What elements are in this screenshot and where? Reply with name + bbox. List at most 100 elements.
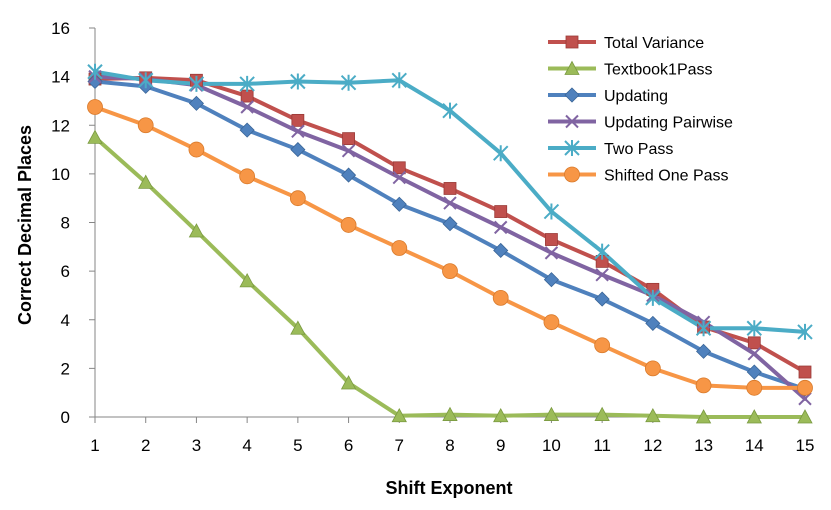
data-point-textbook1pass <box>645 407 661 423</box>
legend-label: Two Pass <box>604 141 673 158</box>
x-tick-label: 6 <box>344 436 353 455</box>
x-tick-label: 10 <box>542 436 561 455</box>
data-point-two-pass <box>87 63 103 80</box>
legend-label: Shifted One Pass <box>604 168 729 185</box>
data-point-updating-pairwise <box>798 392 812 406</box>
data-point-updating-pairwise <box>341 144 356 158</box>
series-markers <box>87 63 813 424</box>
legend-marker <box>565 114 579 129</box>
data-point-shifted-one-pass <box>594 337 611 354</box>
legend-marker <box>564 166 580 183</box>
data-point-updating <box>442 216 458 232</box>
data-point-two-pass <box>239 75 255 92</box>
data-point-textbook1pass <box>695 409 712 424</box>
data-point-two-pass <box>442 102 458 119</box>
data-point-shifted-one-pass <box>87 99 103 115</box>
data-point-textbook1pass <box>797 409 813 424</box>
data-point-updating <box>746 364 762 380</box>
y-axis-title: Correct Decimal Places <box>15 125 35 325</box>
data-point-total-variance <box>392 161 406 175</box>
data-point-two-pass <box>746 320 762 337</box>
data-point-textbook1pass <box>239 273 255 288</box>
x-tick-label: 8 <box>445 436 454 455</box>
data-point-updating <box>290 141 306 158</box>
data-point-shifted-one-pass <box>289 190 306 207</box>
legend-label: Total Variance <box>604 35 704 52</box>
data-point-shifted-one-pass <box>239 168 256 185</box>
data-point-two-pass <box>138 72 154 89</box>
legend-marker <box>564 60 580 75</box>
data-point-two-pass <box>543 203 560 220</box>
data-point-updating <box>188 95 204 111</box>
data-point-textbook1pass <box>188 223 205 238</box>
data-point-updating <box>645 315 661 331</box>
data-point-total-variance <box>747 336 761 350</box>
data-point-shifted-one-pass <box>797 379 813 396</box>
x-tick-label: 15 <box>796 436 815 455</box>
data-point-shifted-one-pass <box>340 217 357 233</box>
data-point-two-pass <box>391 72 407 89</box>
chart-legend: Total Variance Textbook1Pass Updating Updat… <box>548 35 733 185</box>
data-point-updating-pairwise <box>595 268 609 282</box>
y-tick-label: 14 <box>51 68 70 87</box>
data-point-updating <box>391 196 407 212</box>
legend-label: Updating <box>604 88 668 105</box>
y-tick-label: 4 <box>61 311 70 330</box>
data-point-updating-pairwise <box>544 246 559 260</box>
data-point-total-variance <box>342 132 355 146</box>
data-point-updating <box>594 291 610 307</box>
legend-item-updating-pairwise: Updating Pairwise <box>548 115 733 132</box>
data-point-textbook1pass <box>87 129 103 144</box>
data-point-shifted-one-pass <box>442 263 458 280</box>
x-tick-label: 9 <box>496 436 505 455</box>
data-point-textbook1pass <box>746 409 762 424</box>
legend-item-total-variance: Total Variance <box>548 35 704 52</box>
data-point-total-variance <box>443 182 457 195</box>
data-point-updating <box>341 167 357 183</box>
data-point-updating-pairwise <box>443 196 457 210</box>
data-point-updating-pairwise <box>291 124 305 139</box>
data-point-two-pass <box>188 75 205 92</box>
data-point-textbook1pass <box>391 407 407 423</box>
data-point-two-pass <box>340 74 357 91</box>
data-point-updating <box>239 122 255 138</box>
y-tick-label: 16 <box>51 19 70 38</box>
data-point-updating <box>493 242 509 259</box>
x-tick-label: 5 <box>293 436 302 455</box>
data-point-updating <box>87 73 103 90</box>
data-point-two-pass <box>645 289 661 306</box>
data-point-textbook1pass <box>138 174 154 189</box>
x-tick-label: 7 <box>395 436 404 455</box>
data-point-shifted-one-pass <box>644 360 661 377</box>
x-tick-label: 13 <box>694 436 713 455</box>
y-tick-label: 8 <box>61 214 70 233</box>
data-point-textbook1pass <box>290 320 306 335</box>
data-point-updating <box>696 343 712 359</box>
data-point-textbook1pass <box>543 406 560 421</box>
data-point-shifted-one-pass <box>543 314 560 331</box>
data-point-textbook1pass <box>442 406 458 421</box>
data-point-updating-pairwise <box>392 170 406 185</box>
legend-marker <box>564 87 580 103</box>
data-point-shifted-one-pass <box>391 240 408 256</box>
legend-marker <box>565 35 579 49</box>
data-point-total-variance <box>291 113 305 127</box>
legend-item-textbook1pass: Textbook1Pass <box>548 60 713 79</box>
legend-marker <box>564 140 580 156</box>
x-tick-label: 3 <box>192 436 201 455</box>
y-tick-label: 0 <box>61 408 70 427</box>
x-tick-label: 11 <box>593 436 611 455</box>
data-point-updating-pairwise <box>747 347 761 361</box>
data-point-updating-pairwise <box>240 100 254 114</box>
data-point-total-variance <box>545 233 558 246</box>
legend-label: Textbook1Pass <box>604 62 713 79</box>
legend-item-updating: Updating <box>548 87 668 105</box>
data-point-two-pass <box>290 73 306 90</box>
data-point-updating-pairwise <box>494 220 508 235</box>
x-tick-label: 1 <box>90 436 99 455</box>
data-point-two-pass <box>797 323 813 340</box>
data-point-two-pass <box>493 145 509 162</box>
data-point-total-variance <box>494 205 508 218</box>
